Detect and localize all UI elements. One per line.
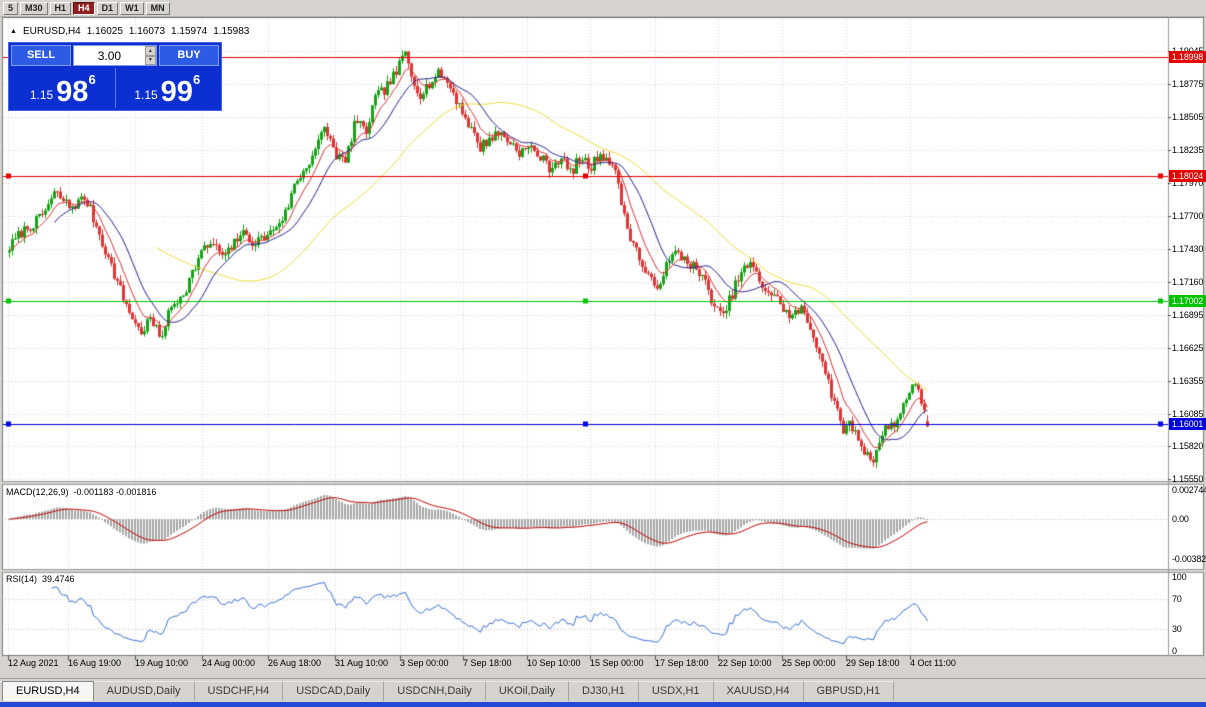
time-axis-label: 15 Sep 00:00 xyxy=(590,658,644,668)
lot-spinner: ▲ ▼ xyxy=(144,46,156,65)
timeframe-button-h4[interactable]: H4 xyxy=(73,1,95,15)
price-axis-tick: 1.17700 xyxy=(1172,210,1204,221)
price-axis-tick: 1.16625 xyxy=(1172,342,1204,353)
sell-button[interactable]: SELL xyxy=(11,45,71,66)
time-axis-label: 3 Sep 00:00 xyxy=(400,658,449,668)
one-click-trading-panel: SELL ▲ ▼ BUY 1.15 98 6 1.15 99 6 xyxy=(8,42,222,111)
rsi-scale-label: 0 xyxy=(1172,646,1177,656)
chart-tab-audusd-daily[interactable]: AUDUSD,Daily xyxy=(93,681,195,701)
ohlc-high: 1.16073 xyxy=(128,26,166,37)
price-axis-tick: 1.17160 xyxy=(1172,277,1204,288)
price-axis-tick: 1.15550 xyxy=(1172,474,1204,485)
ohlc-close: 1.15983 xyxy=(213,26,250,37)
chart-tab-usdcad-daily[interactable]: USDCAD,Daily xyxy=(283,681,385,701)
bid-price-big: 98 xyxy=(56,76,89,108)
time-axis-label: 4 Oct 11:00 xyxy=(910,658,956,668)
lot-decrease-icon[interactable]: ▼ xyxy=(144,55,156,65)
chart-symbol-period: EURUSD,H4 xyxy=(22,26,81,37)
macd-name: MACD(12,26,9) xyxy=(6,487,69,497)
timeframe-button-5[interactable]: 5 xyxy=(3,1,19,15)
chart-tabbar: EURUSD,H4 AUDUSD,Daily USDCHF,H4 USDCAD,Dai… xyxy=(2,681,1206,701)
ask-price-sup: 6 xyxy=(192,72,201,87)
macd-scale-label: 0.002744 xyxy=(1172,485,1206,495)
timeframe-button-w1[interactable]: W1 xyxy=(120,1,144,15)
timeframe-toolbar: 5 M30 H1 H4 D1 W1 MN xyxy=(0,0,1206,17)
price-axis-tick: 1.16895 xyxy=(1172,309,1204,320)
price-axis-tick: 1.16355 xyxy=(1172,375,1204,386)
rsi-scale-label: 100 xyxy=(1172,572,1187,582)
rsi-value: 39.4746 xyxy=(42,574,75,584)
time-axis-label: 24 Aug 00:00 xyxy=(202,658,256,668)
ohlc-low: 1.15974 xyxy=(171,26,208,37)
ask-price-prefix: 1.15 xyxy=(134,88,158,102)
time-axis-label: 29 Sep 18:00 xyxy=(846,658,900,668)
bid-price-prefix: 1.15 xyxy=(29,88,54,102)
price-axis-tick: 1.16085 xyxy=(1172,408,1204,419)
rsi-indicator-label: RSI(14) 39.4746 xyxy=(6,574,75,584)
bid-price[interactable]: 1.15 98 6 xyxy=(11,68,115,108)
price-axis-tick: 1.18235 xyxy=(1172,145,1204,156)
macd-scale-label: -0.003824 xyxy=(1172,554,1206,564)
ohlc-open: 1.16025 xyxy=(86,26,123,37)
time-axis-label: 26 Aug 18:00 xyxy=(268,658,322,668)
main-chart-canvas[interactable] xyxy=(0,17,1206,679)
time-axis-label: 22 Sep 10:00 xyxy=(718,658,772,668)
collapse-one-click-icon[interactable]: ▲ xyxy=(10,28,17,35)
time-axis-label: 31 Aug 10:00 xyxy=(335,658,389,668)
chart-tab-usdcnh-daily[interactable]: USDCNH,Daily xyxy=(384,681,486,701)
price-axis-tick: 1.15820 xyxy=(1172,441,1204,452)
lot-size-input[interactable] xyxy=(74,46,145,65)
lot-size-field: ▲ ▼ xyxy=(73,45,157,66)
price-axis-tick: 1.17970 xyxy=(1172,177,1204,188)
window-bottom-border xyxy=(0,702,1206,707)
price-level-badge: 1.18024 xyxy=(1169,170,1206,183)
macd-indicator-label: MACD(12,26,9) -0.001183 -0.001816 xyxy=(6,487,156,497)
ask-price[interactable]: 1.15 99 6 xyxy=(114,68,220,108)
rsi-scale-label: 30 xyxy=(1172,623,1182,634)
chart-tab-gbpusd-h1[interactable]: GBPUSD,H1 xyxy=(803,681,895,701)
timeframe-button-h1[interactable]: H1 xyxy=(49,1,72,15)
rsi-name: RSI(14) xyxy=(6,574,38,584)
price-level-badge: 1.18998 xyxy=(1169,51,1206,64)
time-axis-label: 12 Aug 2021 xyxy=(8,658,59,668)
chart-tab-eurusd-h4[interactable]: EURUSD,H4 xyxy=(2,681,94,701)
chart-tab-dj30-h1[interactable]: DJ30,H1 xyxy=(569,681,639,701)
timeframe-button-mn[interactable]: MN xyxy=(145,1,170,15)
time-axis-label: 16 Aug 19:00 xyxy=(68,658,122,668)
chart-tab-usdchf-h4[interactable]: USDCHF,H4 xyxy=(194,681,284,701)
time-axis-label: 19 Aug 10:00 xyxy=(135,658,189,668)
macd-values: -0.001183 -0.001816 xyxy=(73,487,157,497)
time-axis-label: 17 Sep 18:00 xyxy=(655,658,709,668)
buy-button[interactable]: BUY xyxy=(159,45,219,66)
lot-increase-icon[interactable]: ▲ xyxy=(144,46,156,56)
chart-ohlc-title: ▲ EURUSD,H4 1.16025 1.16073 1.15974 1.15… xyxy=(10,26,249,37)
bid-price-sup: 6 xyxy=(88,72,96,87)
chart-tab-usdx-h1[interactable]: USDX,H1 xyxy=(638,681,714,701)
price-axis-tick: 1.18775 xyxy=(1172,79,1204,90)
price-axis-tick: 1.17430 xyxy=(1172,244,1204,255)
chart-tab-xauusd-h4[interactable]: XAUUSD,H4 xyxy=(713,681,804,701)
time-axis-label: 25 Sep 00:00 xyxy=(782,658,836,668)
rsi-scale-label: 70 xyxy=(1172,594,1182,605)
price-axis-tick: 1.18505 xyxy=(1172,112,1204,123)
price-level-badge: 1.16001 xyxy=(1169,418,1206,431)
time-axis-label: 7 Sep 18:00 xyxy=(463,658,512,668)
time-axis-label: 10 Sep 10:00 xyxy=(527,658,581,668)
timeframe-button-m30[interactable]: M30 xyxy=(20,1,48,15)
macd-scale-label: 0.00 xyxy=(1172,514,1189,524)
chart-tab-ukoil-daily[interactable]: UKOil,Daily xyxy=(485,681,570,701)
price-level-badge: 1.17002 xyxy=(1169,295,1206,308)
timeframe-button-d1[interactable]: D1 xyxy=(96,1,119,15)
ask-price-big: 99 xyxy=(160,76,193,108)
